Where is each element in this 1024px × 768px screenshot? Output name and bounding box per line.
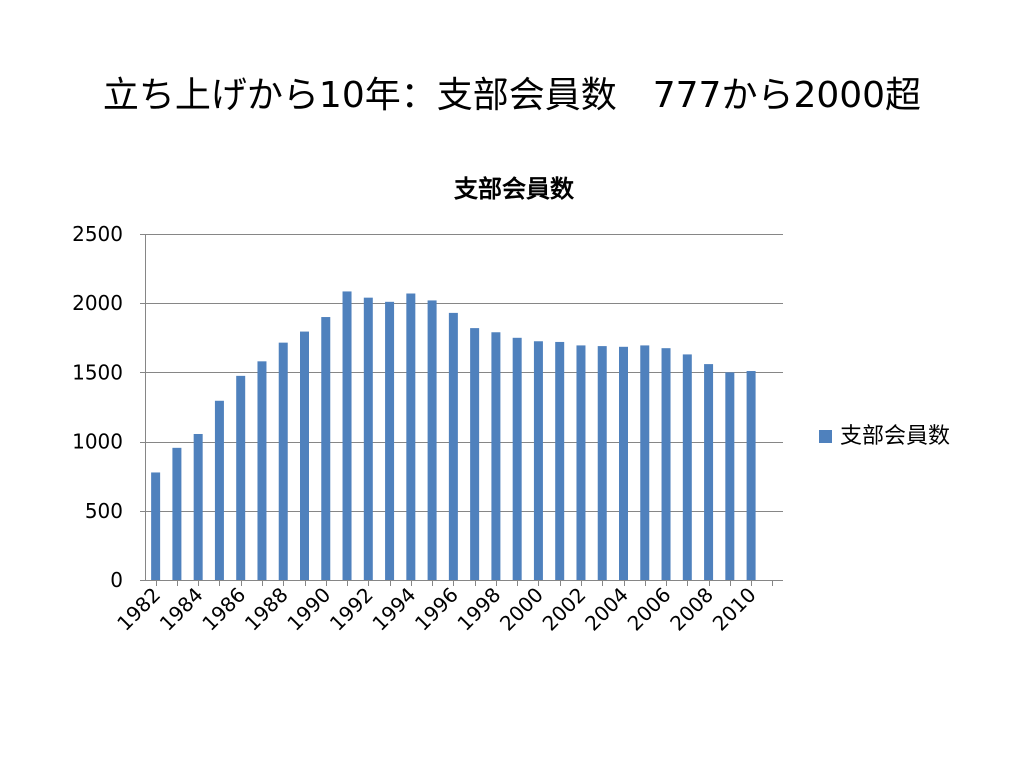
x-tick-label: 2008 [665, 583, 718, 636]
bar-1982 [151, 472, 161, 580]
legend-swatch [819, 430, 832, 443]
bar-1992 [363, 297, 373, 580]
y-tick-labels: 0 500 1000 1500 2000 2500 [72, 222, 123, 592]
x-tick-label: 1988 [240, 583, 293, 636]
x-tick-label: 2004 [580, 583, 633, 636]
bar-1984 [193, 433, 203, 580]
bar-1996 [448, 312, 458, 580]
x-tick-label: 1998 [452, 583, 505, 636]
bar-2001 [555, 341, 565, 580]
bar-1986 [236, 375, 246, 580]
x-tick-label: 2006 [623, 583, 676, 636]
x-tick-label: 1992 [325, 583, 378, 636]
bar-1990 [321, 317, 331, 580]
x-tick-label: 1994 [367, 583, 420, 636]
bar-series [151, 291, 756, 580]
axes [140, 234, 783, 586]
bar-2000 [533, 341, 543, 580]
legend: 支部会員数 [819, 424, 950, 449]
x-tick-label: 2002 [538, 583, 591, 636]
x-tick-label: 2010 [708, 583, 761, 636]
bar-2005 [640, 345, 650, 580]
bar-2006 [661, 348, 671, 580]
y-tick-label: 0 [110, 568, 123, 592]
x-tick-label: 1984 [155, 583, 208, 636]
bar-1989 [300, 331, 309, 580]
bar-1999 [512, 337, 522, 580]
bar-1994 [406, 293, 416, 580]
bar-1983 [172, 447, 182, 580]
bar-1997 [470, 328, 480, 580]
bar-2003 [597, 346, 607, 580]
bar-2002 [576, 345, 586, 580]
bar-1985 [214, 400, 224, 580]
slide-title: 立ち上げから10年：支部会員数 777から2000超 [102, 75, 922, 116]
gridlines [145, 234, 783, 512]
bar-2010 [746, 371, 756, 580]
bar-1987 [257, 361, 267, 580]
y-tick-label: 2500 [72, 222, 123, 246]
y-tick-label: 2000 [72, 291, 123, 315]
bar-1995 [427, 300, 437, 580]
x-tick-labels: 1982198419861988199019921994199619982000… [112, 583, 760, 636]
bar-2008 [704, 364, 714, 580]
y-tick-label: 500 [85, 499, 123, 523]
bar-2004 [619, 346, 628, 580]
bar-2009 [725, 372, 735, 580]
y-tick-label: 1500 [72, 360, 123, 384]
bar-1988 [278, 342, 288, 580]
x-tick-label: 2000 [495, 583, 548, 636]
bar-1993 [385, 301, 395, 580]
bar-1998 [491, 332, 501, 580]
y-tick-label: 1000 [72, 430, 123, 454]
x-tick-label: 1986 [197, 583, 250, 636]
bar-2007 [682, 354, 692, 580]
x-tick-label: 1990 [282, 583, 335, 636]
legend-label: 支部会員数 [840, 424, 950, 449]
chart-title: 支部会員数 [454, 175, 575, 203]
x-tick-label: 1996 [410, 583, 463, 636]
bar-1991 [342, 291, 352, 580]
